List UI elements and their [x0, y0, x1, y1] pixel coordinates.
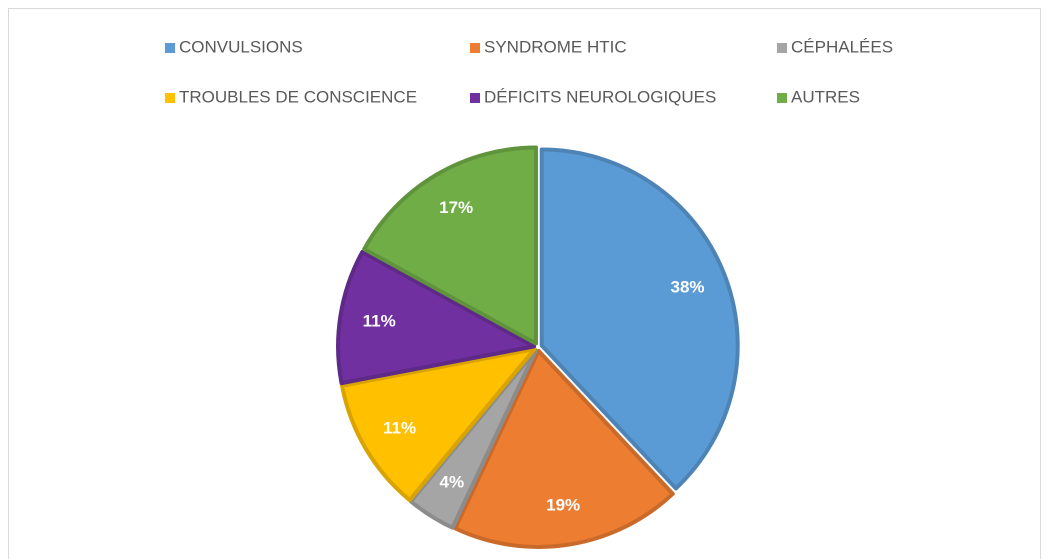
pie-slice	[362, 145, 538, 346]
legend-swatch	[165, 93, 175, 103]
pie-slice	[340, 347, 537, 503]
legend-label: CÉPHALÉES	[791, 37, 893, 56]
legend-label: SYNDROME HTIC	[484, 37, 627, 56]
pie-slice	[453, 348, 675, 549]
legend-swatch	[777, 43, 787, 53]
legend-swatch	[470, 93, 480, 103]
data-label: 38%	[670, 277, 704, 296]
data-label: 17%	[439, 198, 473, 217]
legend-label: TROUBLES DE CONSCIENCE	[179, 87, 417, 106]
legend-label: DÉFICITS NEUROLOGIQUES	[484, 87, 716, 106]
data-label: 4%	[440, 472, 465, 491]
legend-swatch	[777, 93, 787, 103]
pie-slice	[336, 249, 537, 386]
data-label: 11%	[363, 311, 396, 330]
legend-label: AUTRES	[791, 87, 860, 106]
legend-swatch	[165, 43, 175, 53]
legend-label: CONVULSIONS	[179, 37, 303, 56]
data-label: 11%	[383, 418, 416, 437]
legend-swatch	[470, 43, 480, 53]
pie-slice	[539, 147, 740, 491]
data-label: 19%	[546, 495, 580, 514]
